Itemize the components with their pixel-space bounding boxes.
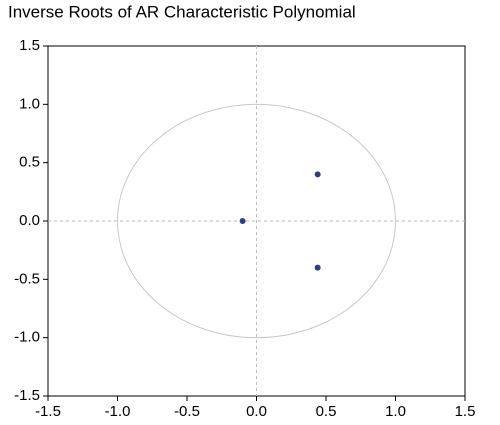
- chart-title: Inverse Roots of AR Characteristic Polyn…: [8, 2, 356, 21]
- point: [314, 264, 321, 271]
- y-tick-label: 0.5: [19, 154, 40, 171]
- y-tick-label: -1.0: [14, 329, 40, 346]
- y-tick-label: 0.0: [19, 212, 40, 229]
- point: [239, 218, 246, 224]
- x-tick-label: -1.0: [105, 403, 131, 420]
- x-tick-label: -0.5: [174, 403, 200, 420]
- x-tick-label: 1.5: [455, 403, 476, 420]
- y-tick-label: 1.0: [19, 95, 40, 112]
- point: [314, 171, 321, 178]
- unit-circle: [117, 103, 396, 339]
- y-tick-label: 1.5: [19, 37, 40, 54]
- x-tick-label: 0.0: [246, 403, 267, 420]
- x-tick-label: 1.0: [385, 403, 406, 420]
- x-tick-label: -1.5: [35, 403, 61, 420]
- y-tick-label: -0.5: [14, 270, 40, 287]
- x-tick-label: 0.5: [316, 403, 337, 420]
- y-tick-label: -1.5: [14, 387, 40, 404]
